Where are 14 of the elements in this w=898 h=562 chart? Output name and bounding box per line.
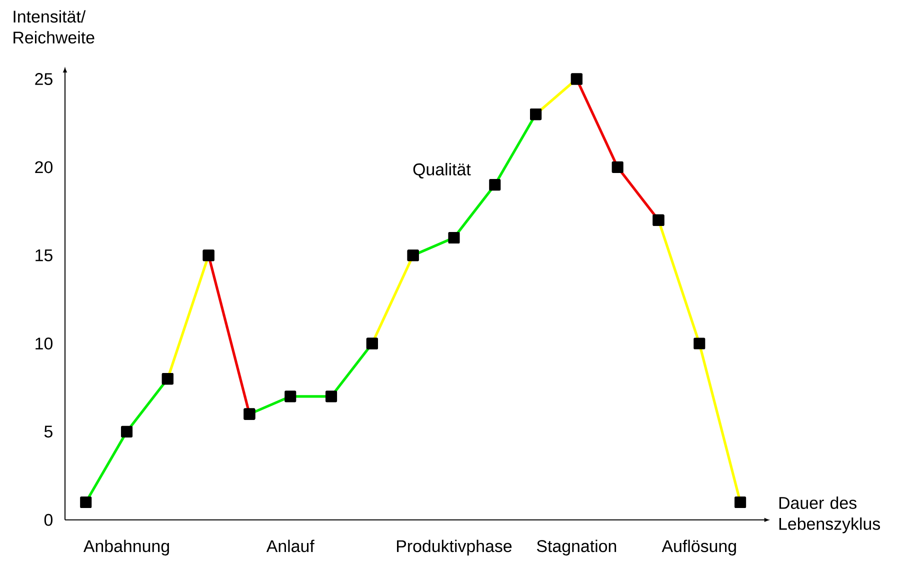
y-tick-label: 10	[36, 338, 52, 350]
x-tick-label: Anlauf	[266, 540, 314, 552]
x-tick-label: Anbahnung	[83, 540, 169, 556]
x-axis-title: Dauer des Lebenszyklus	[779, 496, 880, 534]
x-tick-label: Produktivphase	[397, 540, 512, 556]
annotation: Qualität	[413, 163, 471, 179]
y-tick-label: 20	[35, 161, 52, 174]
y-tick-label: 15	[36, 250, 52, 262]
y-tick-label: 5	[44, 426, 52, 438]
x-tick-label: Stagnation	[536, 540, 616, 556]
y-tick-label: 25	[35, 73, 52, 86]
x-tick-label: Auflösung	[662, 540, 736, 556]
y-tick-label: 0	[44, 514, 52, 526]
y-axis-title: Intensität/ Reichweite	[14, 10, 94, 44]
